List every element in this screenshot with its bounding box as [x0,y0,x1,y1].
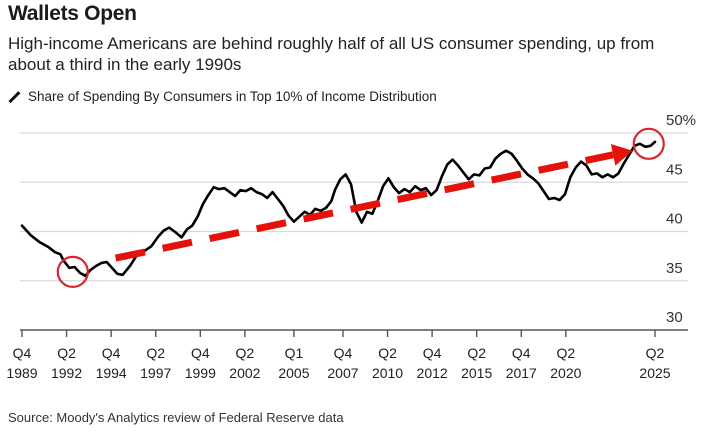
x-tick-label-year: 1997 [140,365,171,381]
legend-label: Share of Spending By Consumers in Top 10… [28,89,437,104]
x-tick-label-year: 2007 [327,365,358,381]
x-tick-label-quarter: Q4 [423,345,442,361]
legend: Share of Spending By Consumers in Top 10… [8,89,437,104]
x-tick-label-quarter: Q4 [512,345,531,361]
x-tick-label-year: 2020 [550,365,581,381]
chart-title: Wallets Open [8,2,137,25]
x-tick-label-quarter: Q2 [557,345,576,361]
x-tick-label-quarter: Q2 [646,345,665,361]
highlight-circle [632,127,665,160]
x-tick-label-year: 1999 [185,365,216,381]
x-tick-label-quarter: Q4 [334,345,353,361]
x-tick-label-quarter: Q2 [467,345,486,361]
x-tick-label-year: 2025 [639,365,670,381]
y-tick-label: 50% [666,112,696,129]
x-tick-label-year: 1989 [6,365,37,381]
annotations [56,127,665,288]
chart-subtitle: High-income Americans are behind roughly… [8,34,655,74]
x-tick-label-quarter: Q2 [378,345,397,361]
y-axis: 30 35 40 45 50% [666,112,696,326]
x-tick-label-year: 2005 [278,365,309,381]
x-tick-label-year: 2017 [506,365,537,381]
y-tick-label: 40 [666,211,683,228]
y-tick-label: 30 [666,309,683,326]
x-tick-label-year: 2012 [417,365,448,381]
x-tick-label-quarter: Q2 [146,345,165,361]
x-tick-label-quarter: Q4 [191,345,210,361]
trend-arrow-head [610,144,633,166]
x-tick-label-quarter: Q4 [13,345,32,361]
y-tick-label: 45 [666,161,683,178]
x-tick-label-year: 2015 [461,365,492,381]
y-tick-label: 35 [666,260,683,277]
source-note: Source: Moody's Analytics review of Fede… [8,410,344,425]
highlight-circle [56,255,89,288]
x-tick-label-year: 2002 [229,365,260,381]
x-axis: Q4 1989 Q2 1992 Q4 1994 Q2 1997 Q4 1999 Q2 2002 Q1 20… [6,329,688,381]
x-tick-label-year: 2010 [372,365,403,381]
trend-arrow-shaft [114,151,614,262]
x-tick-label-quarter: Q1 [285,345,304,361]
gridlines [20,132,688,282]
x-tick-label-quarter: Q4 [102,345,121,361]
x-tick-label-quarter: Q2 [236,345,255,361]
x-tick-label-year: 1992 [51,365,82,381]
x-tick-label-year: 1994 [96,365,127,381]
x-tick-label-quarter: Q2 [57,345,76,361]
